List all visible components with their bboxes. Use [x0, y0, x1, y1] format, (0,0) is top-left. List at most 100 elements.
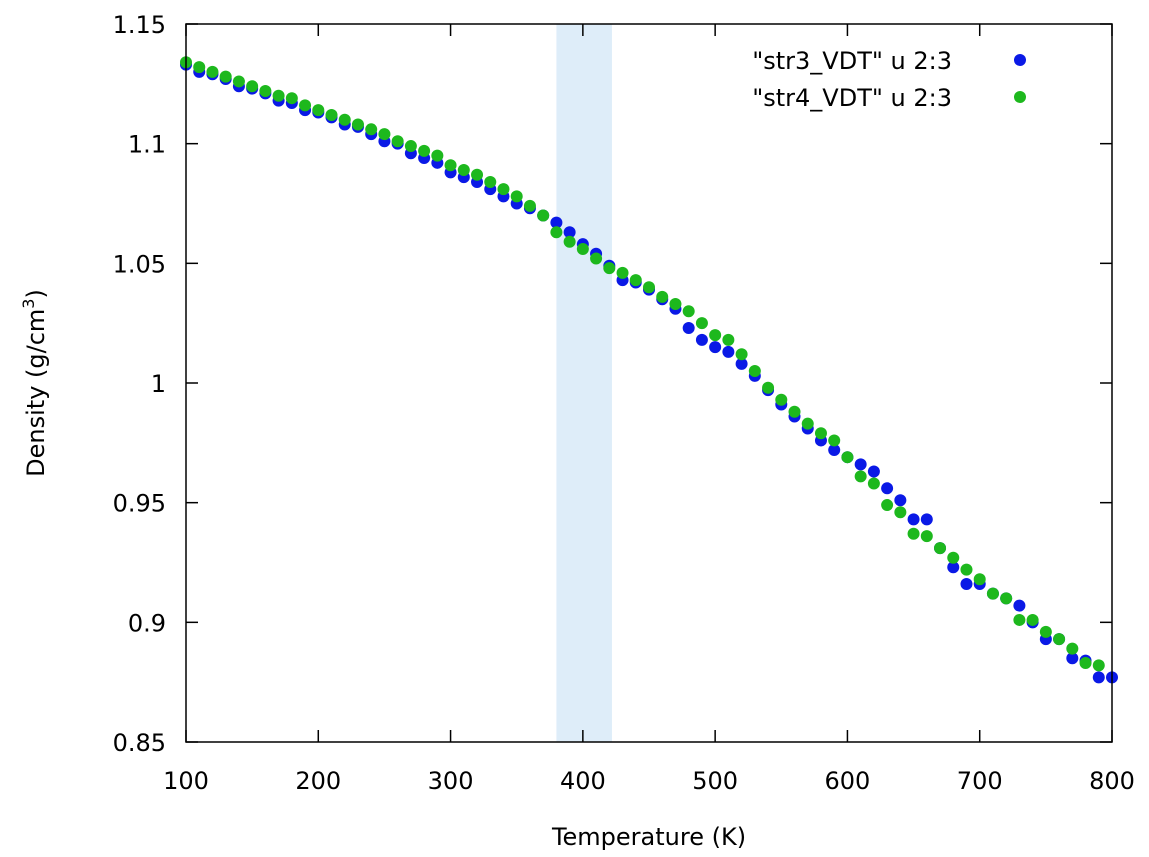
data-point: [828, 434, 841, 447]
data-point: [563, 226, 576, 239]
data-point: [404, 140, 417, 153]
data-point: [299, 99, 312, 112]
data-point: [920, 513, 933, 526]
data-point: [471, 168, 484, 181]
data-point: [801, 417, 814, 430]
data-point: [1013, 599, 1026, 612]
data-point: [497, 183, 510, 196]
data-point: [378, 128, 391, 141]
highlight-band-layer: [556, 24, 612, 742]
data-point: [986, 587, 999, 600]
data-point: [550, 216, 563, 229]
data-point: [682, 305, 695, 318]
data-point: [629, 274, 642, 287]
data-point: [550, 226, 563, 239]
data-point: [907, 527, 920, 540]
data-point: [312, 104, 325, 117]
data-point: [643, 281, 655, 294]
data-point: [788, 405, 801, 418]
ticks-layer: [185, 23, 1113, 743]
data-point: [523, 199, 536, 212]
data-point: [907, 513, 920, 526]
data-point: [537, 209, 550, 222]
data-point: [656, 290, 669, 303]
data-point: [775, 393, 788, 406]
data-point: [947, 551, 960, 564]
data-point: [854, 458, 867, 471]
data-point: [881, 482, 894, 495]
data-point: [206, 65, 219, 78]
data-point: [735, 357, 748, 370]
data-point: [365, 123, 378, 136]
data-point: [867, 477, 880, 490]
y-tick-label: 0.9: [128, 609, 166, 637]
data-point: [325, 108, 338, 121]
data-point: [1013, 613, 1026, 626]
data-point: [457, 163, 470, 176]
highlight-band: [556, 24, 612, 742]
data-point: [854, 470, 867, 483]
data-point: [1092, 671, 1105, 684]
legend-marker-str3: [1014, 54, 1026, 66]
data-point: [828, 444, 841, 457]
data-point: [1026, 613, 1039, 626]
data-point: [894, 506, 907, 519]
data-point: [351, 118, 364, 131]
y-axis-label: Density (g/cm3): [19, 289, 50, 477]
data-point: [722, 345, 735, 358]
data-point: [1053, 633, 1066, 646]
data-point: [1066, 642, 1079, 655]
data-point: [338, 113, 351, 126]
data-point: [669, 298, 682, 311]
data-point: [695, 333, 708, 346]
y-tick-label: 1.05: [113, 250, 166, 278]
data-point: [960, 578, 973, 591]
data-point: [1000, 592, 1013, 605]
data-point: [563, 235, 576, 248]
series-str4: [180, 56, 1105, 672]
x-tick-label: 400: [560, 767, 606, 795]
data-point: [1039, 625, 1052, 638]
y-tick-label: 1: [151, 370, 166, 398]
x-tick-label: 600: [825, 767, 871, 795]
data-point: [418, 144, 431, 157]
data-point: [616, 266, 629, 279]
data-point: [814, 427, 827, 440]
x-tick-label: 800: [1089, 767, 1135, 795]
data-point: [272, 89, 285, 102]
data-point: [881, 499, 894, 512]
y-tick-label: 1.1: [128, 131, 166, 159]
data-point: [947, 561, 960, 574]
x-tick-label: 500: [692, 767, 738, 795]
x-tick-label: 300: [428, 767, 474, 795]
data-point: [867, 465, 880, 478]
data-point: [722, 333, 735, 346]
x-tick-label: 700: [957, 767, 1003, 795]
y-axis-label-main: Density (g/cm: [22, 309, 50, 477]
data-point: [1079, 657, 1092, 670]
y-tick-label: 0.85: [113, 729, 166, 757]
data-point: [484, 175, 497, 188]
data-point: [590, 252, 603, 265]
x-axis-label: Temperature (K): [551, 823, 746, 851]
data-point: [934, 542, 947, 555]
data-point: [894, 494, 907, 507]
data-point: [391, 135, 404, 148]
data-point: [444, 159, 457, 172]
data-point: [960, 563, 973, 576]
data-point: [259, 85, 272, 98]
data-point: [603, 262, 616, 275]
data-point: [510, 190, 523, 203]
data-point: [219, 70, 232, 83]
y-axis-label-end: ): [22, 289, 50, 298]
data-point: [973, 573, 986, 586]
y-axis-label-superscript: 3: [19, 299, 38, 309]
data-point: [232, 75, 245, 88]
legend: "str3_VDT" u 2:3 "str4_VDT" u 2:3: [752, 47, 1026, 112]
x-tick-label: 100: [163, 767, 209, 795]
data-point: [735, 348, 748, 361]
y-tick-label: 0.95: [113, 490, 166, 518]
data-point: [748, 365, 761, 378]
data-point: [709, 329, 722, 342]
